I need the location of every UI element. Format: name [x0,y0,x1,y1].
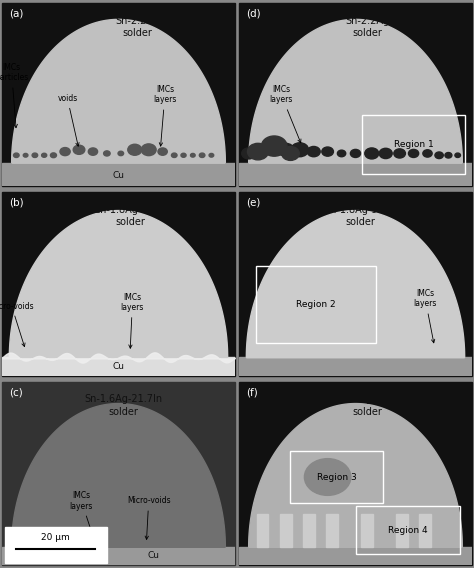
Circle shape [191,153,195,157]
Bar [2,357,235,376]
Circle shape [394,149,405,158]
Bar [2,162,235,186]
Text: Cu: Cu [147,552,159,561]
Text: voids: voids [57,94,79,146]
Text: (a): (a) [9,9,24,18]
Circle shape [423,150,432,157]
Bar [257,513,268,547]
Bar [291,452,383,503]
Text: Cu: Cu [112,171,125,180]
Bar [255,266,376,343]
Circle shape [128,144,142,155]
Circle shape [118,151,124,156]
Bar [239,162,472,186]
Text: IMCs
layers: IMCs layers [70,491,95,540]
Polygon shape [249,19,462,162]
Text: (e): (e) [246,198,261,208]
Circle shape [14,153,19,157]
Polygon shape [12,19,225,162]
Bar [361,513,373,547]
Polygon shape [246,211,465,357]
Bar [327,513,338,547]
Circle shape [209,153,214,157]
Bar [5,527,107,563]
Text: Micro-voids: Micro-voids [127,496,171,540]
Text: Sn-1.6Ag-21.7In
solder: Sn-1.6Ag-21.7In solder [84,394,162,417]
Bar [419,513,431,547]
Circle shape [255,148,265,155]
Polygon shape [249,403,462,547]
Text: (c): (c) [9,387,23,397]
Circle shape [409,149,419,157]
Circle shape [291,143,309,157]
Polygon shape [12,403,225,547]
Circle shape [50,153,56,158]
Text: Region 4: Region 4 [388,526,428,534]
Text: (d): (d) [246,9,261,18]
Circle shape [141,144,156,156]
Circle shape [282,147,299,160]
Bar [239,547,472,565]
Text: IMCs
layers: IMCs layers [270,85,301,143]
Circle shape [23,153,28,157]
Circle shape [73,145,85,154]
Text: Micro-voids: Micro-voids [0,302,34,346]
Text: IMCs
layers: IMCs layers [153,85,177,146]
Circle shape [278,143,294,156]
Text: Sn-1.8Ag-9.4In
solder: Sn-1.8Ag-9.4In solder [324,205,396,227]
Bar [363,115,465,174]
Circle shape [200,153,205,157]
Text: (b): (b) [9,198,24,208]
Text: Region 2: Region 2 [296,300,336,308]
Text: Region 1: Region 1 [394,140,433,149]
Text: IMCs
layers: IMCs layers [121,293,144,348]
Circle shape [181,153,186,157]
Text: Region 3: Region 3 [317,473,357,482]
Text: Cu: Cu [112,362,125,371]
Text: IMCs
layers: IMCs layers [413,289,437,343]
Circle shape [262,136,287,156]
Circle shape [307,147,320,157]
Bar [2,547,235,565]
Text: IMCs
particles: IMCs particles [0,63,28,128]
Text: Sn-2.2Ag
solder: Sn-2.2Ag solder [345,16,389,38]
Text: Sn-1.6Ag-21.7In
solder: Sn-1.6Ag-21.7In solder [328,394,406,417]
Circle shape [60,148,70,156]
Text: 20 μm: 20 μm [41,533,70,542]
Circle shape [365,148,379,159]
Circle shape [172,153,177,157]
Circle shape [455,153,460,157]
Bar [280,513,292,547]
Circle shape [242,148,255,159]
Circle shape [104,151,110,156]
Circle shape [445,153,452,158]
Circle shape [32,153,37,157]
Bar [239,357,472,376]
Circle shape [304,458,351,495]
Bar [356,507,460,554]
Bar [396,513,408,547]
Circle shape [435,152,443,158]
Circle shape [379,148,392,158]
Text: (f): (f) [246,387,258,397]
Circle shape [42,153,47,157]
Text: Sn-2.2Ag
solder: Sn-2.2Ag solder [115,16,159,38]
Bar [303,513,315,547]
Circle shape [247,143,268,160]
Circle shape [350,149,361,157]
Circle shape [322,147,333,156]
Circle shape [265,145,278,155]
Polygon shape [9,211,228,357]
Circle shape [88,148,98,155]
Circle shape [158,148,167,155]
Text: Sn-1.8Ag-9.4In
solder: Sn-1.8Ag-9.4In solder [94,205,166,227]
Circle shape [337,150,346,157]
